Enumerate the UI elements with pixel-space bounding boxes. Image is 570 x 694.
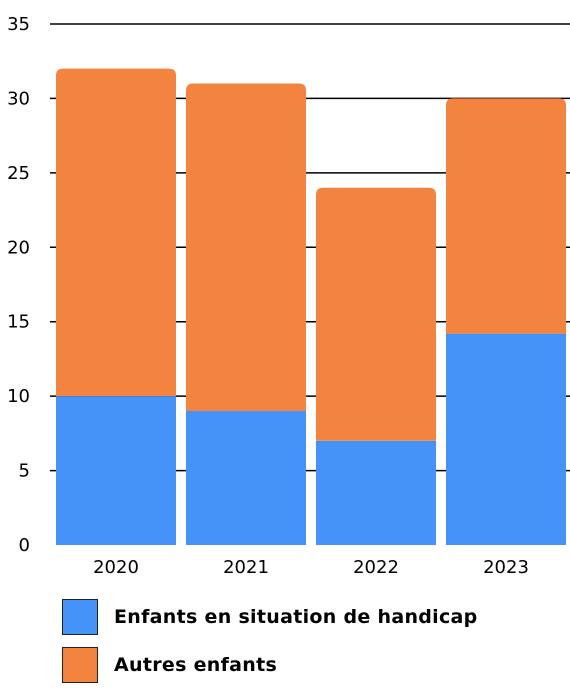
y-tick-label-25: 25 bbox=[7, 163, 30, 184]
x-tick-label-2020: 2020 bbox=[93, 557, 139, 578]
y-tick-label-15: 15 bbox=[7, 312, 30, 333]
bar-2022-autres bbox=[316, 187, 436, 441]
bar-2021-autres bbox=[186, 83, 306, 412]
bar-2022-handicap bbox=[316, 440, 436, 545]
x-tick-label-2021: 2021 bbox=[223, 557, 269, 578]
legend-swatch-autres bbox=[62, 647, 98, 683]
legend-item-autres: Autres enfants bbox=[62, 646, 478, 684]
stacked-bar-chart: 0 5 10 15 20 25 30 35 2020 2021 2022 2023 bbox=[7, 14, 570, 578]
x-tick-label-2022: 2022 bbox=[353, 557, 399, 578]
x-tick-label-2023: 2023 bbox=[483, 557, 529, 578]
bar-2020-handicap bbox=[56, 396, 176, 545]
bar-2023-handicap bbox=[446, 333, 566, 545]
x-axis-tick-labels: 2020 2021 2022 2023 bbox=[93, 557, 529, 578]
legend-label-autres: Autres enfants bbox=[114, 654, 278, 676]
legend: Enfants en situation de handicap Autres … bbox=[62, 598, 478, 694]
y-tick-label-35: 35 bbox=[7, 14, 30, 35]
legend-item-handicap: Enfants en situation de handicap bbox=[62, 598, 478, 636]
y-tick-label-30: 30 bbox=[7, 88, 30, 109]
legend-swatch-handicap bbox=[62, 599, 98, 635]
bar-2021-handicap bbox=[186, 411, 306, 545]
bar-2023-autres bbox=[446, 98, 566, 334]
y-tick-label-20: 20 bbox=[7, 237, 30, 258]
y-tick-label-0: 0 bbox=[19, 535, 30, 556]
y-tick-label-5: 5 bbox=[19, 461, 30, 482]
y-axis-tick-labels: 0 5 10 15 20 25 30 35 bbox=[7, 14, 30, 556]
bars bbox=[56, 68, 566, 545]
bar-2020-autres bbox=[56, 68, 176, 397]
legend-label-handicap: Enfants en situation de handicap bbox=[114, 606, 478, 628]
y-tick-label-10: 10 bbox=[7, 386, 30, 407]
